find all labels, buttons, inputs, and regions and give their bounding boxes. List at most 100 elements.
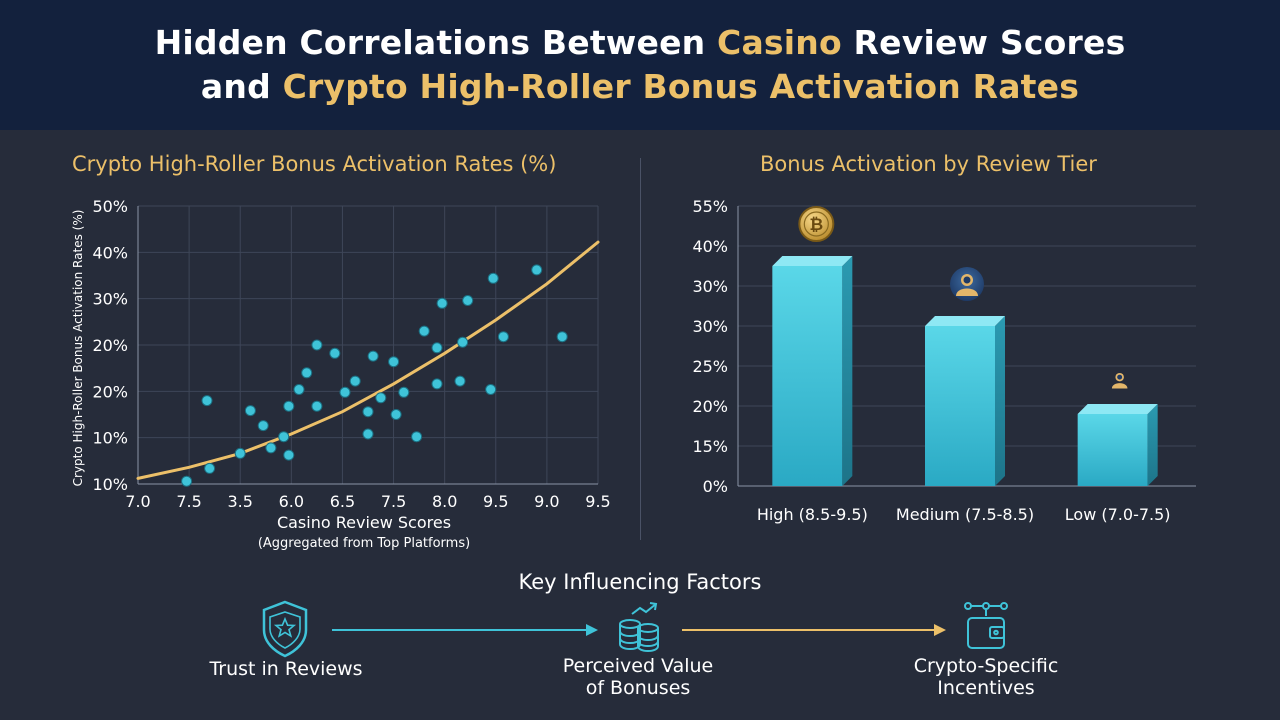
x-tick-label: High (8.5-9.5) — [757, 505, 868, 524]
panel-divider — [640, 158, 641, 540]
user-body — [956, 288, 978, 296]
bar-side — [842, 256, 853, 486]
page-title-line-1: Hidden Correlations Between Casino Revie… — [155, 21, 1126, 65]
scatter-point — [431, 342, 443, 354]
title-text: and — [200, 67, 283, 106]
scatter-point — [283, 449, 295, 461]
x-tick-label: 9.5 — [585, 492, 610, 511]
scatter-point — [454, 375, 466, 387]
x-tick-label: 9.5 — [483, 492, 508, 511]
header-banner: Hidden Correlations Between Casino Revie… — [0, 0, 1280, 130]
bar-chart: 0% 15% 20% 25% 30% 30% 40% 55% High (8.5-9.5) ₿ Me… — [692, 197, 1196, 524]
scatter-point — [181, 475, 193, 487]
shield-star-icon — [262, 600, 308, 658]
scatter-point — [265, 442, 277, 454]
user-body — [1111, 383, 1128, 389]
scatter-chart-title: Crypto High-Roller Bonus Activation Rate… — [72, 152, 557, 176]
x-tick-label: 7.5 — [176, 492, 201, 511]
x-tick-label: 7.0 — [125, 492, 150, 511]
bar-chart-title: Bonus Activation by Review Tier — [760, 152, 1097, 176]
x-tick-label: 8.0 — [432, 492, 457, 511]
x-tick-label: Low (7.0-7.5) — [1065, 505, 1171, 524]
y-tick-label: 10% — [92, 475, 128, 494]
scatter-point — [436, 297, 448, 309]
scatter-point — [329, 347, 341, 359]
x-tick-label: 3.5 — [227, 492, 252, 511]
scatter-point — [375, 392, 387, 404]
scatter-point — [398, 386, 410, 398]
x-tick-label: 7.5 — [381, 492, 406, 511]
x-tick-label: 6.5 — [330, 492, 355, 511]
charts-canvas: 10% 10% 20% 20% 30% 40% 50% 7.0 7.5 3.5 6.0 6.5 7.5 8… — [71, 197, 1196, 551]
bitcoin-icon: ₿ — [798, 206, 835, 242]
y-tick-label: 15% — [692, 437, 728, 456]
y-tick-label: 30% — [92, 290, 128, 309]
scatter-point — [556, 331, 568, 343]
scatter-point — [278, 431, 290, 443]
y-tick-label: 25% — [692, 357, 728, 376]
scatter-point — [457, 336, 469, 348]
bar-top — [925, 316, 1005, 326]
title-highlight: Crypto High-Roller Bonus Activation Rate… — [282, 67, 1080, 106]
y-tick-label: 0% — [703, 477, 728, 496]
arrow-connector — [332, 624, 598, 636]
scatter-point — [339, 386, 351, 398]
scatter-point — [531, 264, 543, 276]
scatter-point — [487, 272, 499, 284]
y-tick-label: 55% — [692, 197, 728, 216]
scatter-point — [462, 295, 474, 306]
scatter-point — [349, 375, 361, 387]
trend-line — [136, 240, 600, 480]
scatter-point — [311, 400, 323, 412]
scatter-point — [244, 405, 256, 417]
bar — [772, 266, 843, 486]
scatter-point — [234, 447, 246, 459]
factor-label-trust: Trust in Reviews — [209, 658, 363, 680]
bar-side — [995, 316, 1005, 486]
arrow-connector — [682, 624, 946, 636]
scatter-point — [201, 395, 213, 407]
scatter-point — [431, 378, 443, 390]
bar-side — [1147, 404, 1158, 486]
y-tick-label: 40% — [692, 237, 728, 256]
y-tick-label: 20% — [692, 397, 728, 416]
y-tick-label: 10% — [92, 429, 128, 448]
factor-label-line: Perceived Value — [562, 655, 714, 677]
factor-label-value: Perceived Value of Bonuses — [538, 655, 738, 699]
factor-label-line: of Bonuses — [585, 677, 691, 699]
scatter-point — [362, 406, 374, 418]
scatter-point — [257, 420, 269, 432]
y-tick-label: 50% — [92, 197, 128, 216]
scatter-chart: 10% 10% 20% 20% 30% 40% 50% 7.0 7.5 3.5 6.0 6.5 7.5 8… — [71, 197, 611, 551]
scatter-point — [204, 462, 216, 474]
scatter-point — [293, 384, 305, 395]
scatter-point — [283, 400, 295, 412]
y-tick-label: 30% — [692, 277, 728, 296]
y-tick-label: 40% — [92, 243, 128, 262]
y-tick-label: 20% — [92, 336, 128, 355]
coin-stack-icon — [619, 602, 659, 653]
bitcoin-coin-ring — [803, 211, 829, 237]
user-icon — [1111, 372, 1128, 389]
y-tick-label: 30% — [692, 317, 728, 336]
user-face — [963, 276, 971, 284]
bar — [925, 326, 995, 486]
x-axis-label: Casino Review Scores — [277, 513, 451, 532]
factor-label-line: Incentives — [937, 677, 1035, 699]
user-icon — [950, 267, 984, 301]
crypto-wallet-icon — [964, 602, 1008, 649]
bar — [1077, 414, 1148, 486]
bar-top — [772, 256, 853, 266]
scatter-point — [411, 431, 423, 443]
scatter-point — [301, 367, 313, 379]
scatter-point — [418, 325, 430, 337]
title-text: Hidden Correlations Between — [154, 23, 718, 62]
scatter-point — [367, 350, 379, 362]
user-face — [1117, 374, 1123, 380]
bitcoin-symbol: ₿ — [809, 215, 823, 235]
title-highlight: Casino — [717, 23, 842, 62]
x-tick-label: 6.0 — [279, 492, 304, 511]
x-tick-label: Medium (7.5-8.5) — [896, 505, 1034, 524]
scatter-point — [497, 331, 509, 343]
x-tick-label: 9.0 — [534, 492, 559, 511]
